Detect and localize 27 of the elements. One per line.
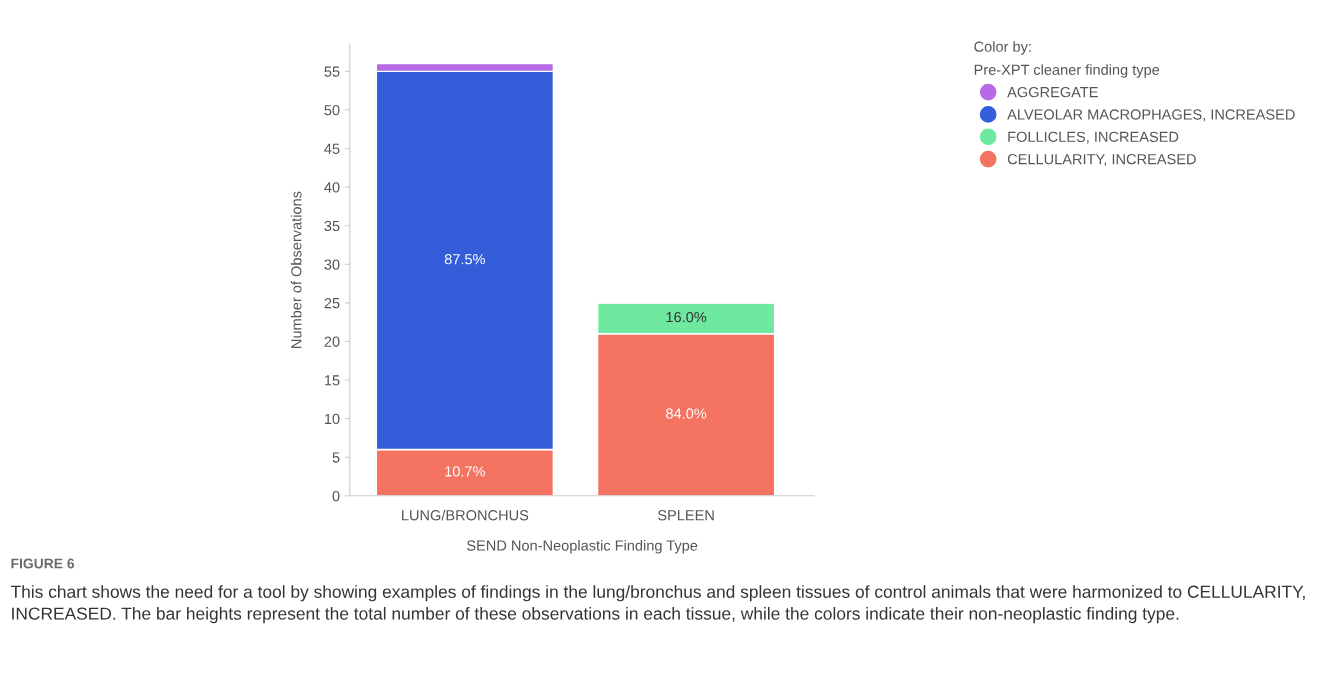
y-tick-label: 50 bbox=[324, 105, 340, 116]
x-tick-label: SPLEEN bbox=[658, 510, 714, 521]
y-tick-label: 40 bbox=[324, 182, 340, 193]
y-tick-label: 55 bbox=[324, 66, 340, 77]
y-tick-label: 35 bbox=[324, 220, 340, 232]
legend-label: ALVEOLAR MACROPHAGES, INCREASED bbox=[1007, 109, 1295, 122]
y-tick-label: 20 bbox=[324, 336, 340, 347]
y-tick-label: 25 bbox=[324, 297, 340, 309]
annotation: 84.0% bbox=[666, 408, 707, 419]
y-tick-label: 30 bbox=[324, 259, 340, 270]
caption: FIGURE 6 bbox=[11, 558, 75, 569]
text: This chart shows the need for a tool by showing examples of findings in the lung/bronchus and spleen tissues of control animals that were harmonized to CELLULARITY, INCREASED. The bar heights represent the total number of these observations in each tissue, while the colors indicate their non-neoplastic finding type. bbox=[10, 585, 1305, 624]
y-axis-title: Number of Observations bbox=[290, 191, 302, 348]
legend-label: FOLLICLES, INCREASED bbox=[1008, 131, 1179, 144]
y-tick-label: 15 bbox=[324, 375, 340, 386]
y-tick-label: 0 bbox=[332, 490, 340, 502]
legend-label: AGGREGATE bbox=[1007, 86, 1098, 98]
y-tick-label: 45 bbox=[324, 143, 340, 154]
x-tick-label: LUNG/BRONCHUS bbox=[402, 509, 529, 521]
x-axis-title: SEND Non-Neoplastic Finding Type bbox=[467, 539, 698, 554]
y-tick-label: 5 bbox=[332, 452, 340, 463]
y-tick-label: 10 bbox=[324, 413, 340, 425]
annotation: 10.7% bbox=[445, 466, 486, 477]
legend-label: CELLULARITY, INCREASED bbox=[1007, 154, 1196, 167]
annotation: 87.5% bbox=[444, 254, 486, 265]
legend-title: Color by: Pre-XPT cleaner finding type bbox=[974, 41, 1160, 78]
annotation: 16.0% bbox=[666, 311, 707, 323]
